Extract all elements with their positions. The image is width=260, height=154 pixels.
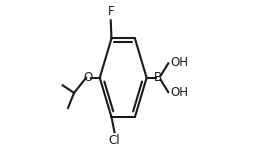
Text: O: O — [84, 71, 93, 84]
Text: OH: OH — [170, 56, 188, 69]
Text: F: F — [107, 5, 114, 18]
Text: Cl: Cl — [109, 134, 120, 147]
Text: B: B — [154, 71, 162, 84]
Text: OH: OH — [170, 86, 188, 99]
